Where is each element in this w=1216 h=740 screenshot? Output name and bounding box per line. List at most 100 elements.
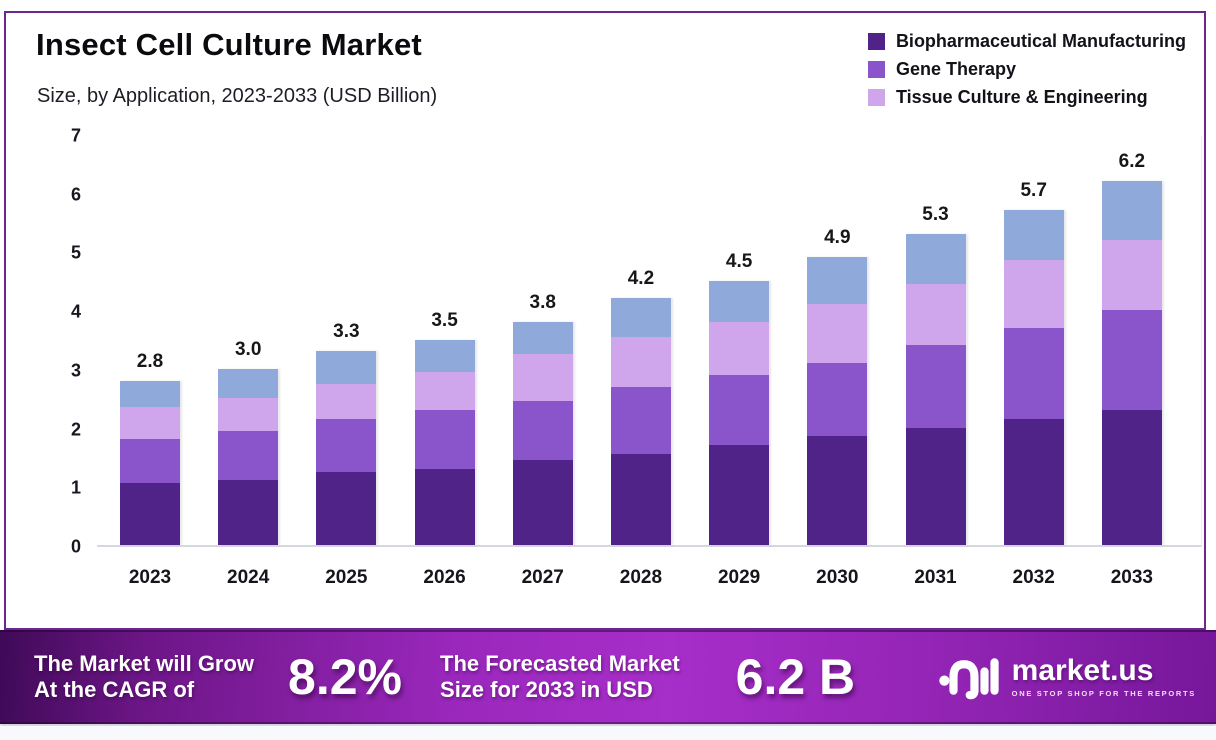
legend-label: Gene Therapy xyxy=(895,59,1016,79)
bar-total-label: 3.0 xyxy=(234,338,262,360)
bar-segment xyxy=(1101,239,1162,311)
bar-stack xyxy=(414,339,475,545)
brand-name: market.us xyxy=(1011,654,1154,687)
stacked-bar-chart: 0 1 2 3 4 5 6 7 2.8 2023 3.0 2024 3.3 2025 3.5 2026 3.8… xyxy=(39,126,1202,588)
bar-segment xyxy=(316,351,377,384)
bar-segment xyxy=(1101,310,1162,410)
bar-segment xyxy=(709,374,770,446)
legend-swatch xyxy=(867,89,885,106)
bar-stack xyxy=(120,380,180,545)
bar-column-2023: 2.8 2023 xyxy=(120,350,180,588)
y-tick-label: 2 xyxy=(70,419,81,440)
bar-column-2031: 5.3 2031 xyxy=(905,203,966,588)
bar-total-label: 4.9 xyxy=(824,227,851,249)
bar-segment xyxy=(807,363,868,437)
bar-segment xyxy=(807,436,868,545)
bar-segment xyxy=(905,345,966,428)
bar-segment xyxy=(1101,410,1162,545)
marketus-logo-icon xyxy=(938,658,999,700)
bar-segment xyxy=(905,233,966,284)
bar-segment xyxy=(610,336,671,387)
bar-total-label: 6.2 xyxy=(1118,151,1146,173)
y-tick-label: 5 xyxy=(70,242,81,263)
bar-segment xyxy=(512,459,573,545)
bar-segment xyxy=(610,298,671,337)
x-axis-label: 2025 xyxy=(325,567,368,588)
forecast-label: The Forecasted Market Size for 2033 in U… xyxy=(440,651,680,704)
bar-segment xyxy=(807,304,868,364)
bar-stack xyxy=(1003,210,1064,545)
bar-segment xyxy=(316,418,377,472)
bar-column-2026: 3.5 2026 xyxy=(414,309,475,588)
plot-area: 2.8 2023 3.0 2024 3.3 2025 3.5 2026 3.8 2027 4.2 20… xyxy=(97,136,1202,588)
bar-total-label: 3.8 xyxy=(529,291,556,313)
legend-item: Gene Therapy xyxy=(867,59,1186,80)
bottom-strip xyxy=(0,726,1216,740)
bar-segment xyxy=(610,454,671,545)
cagr-label-line1: The Market will Grow xyxy=(34,650,255,676)
legend-item: Biopharmaceutical Manufacturing xyxy=(867,31,1186,52)
forecast-label-line2: Size for 2033 in USD xyxy=(440,677,653,702)
y-tick-label: 3 xyxy=(70,360,81,381)
bar-column-2032: 5.7 2032 xyxy=(1003,180,1064,588)
x-axis-label: 2028 xyxy=(619,567,663,588)
bar-segment xyxy=(709,321,770,375)
cagr-label: The Market will Grow At the CAGR of xyxy=(34,651,254,704)
bar-segment xyxy=(316,383,377,419)
chart-card: Insect Cell Culture Market Size, by Appl… xyxy=(4,11,1206,630)
legend-swatch xyxy=(867,61,885,78)
bar-segment xyxy=(414,339,475,372)
cagr-value: 8.2% xyxy=(288,649,403,705)
bar-column-2028: 4.2 2028 xyxy=(610,268,671,588)
x-axis-label: 2033 xyxy=(1110,567,1154,588)
bar-segment xyxy=(414,410,475,469)
x-axis-label: 2023 xyxy=(128,567,172,588)
bar-segment xyxy=(120,407,180,440)
y-tick-label: 0 xyxy=(70,536,81,557)
bar-stack xyxy=(905,233,966,545)
brand: market.us ONE STOP SHOP FOR THE REPORTS xyxy=(938,652,1196,702)
bar-total-label: 5.3 xyxy=(922,203,949,225)
brand-tagline: ONE STOP SHOP FOR THE REPORTS xyxy=(1011,689,1196,698)
bar-stack xyxy=(610,298,671,545)
bar-segment xyxy=(1003,418,1064,545)
bar-segment xyxy=(512,321,573,355)
bar-segment xyxy=(1003,327,1064,419)
bar-total-label: 4.5 xyxy=(725,250,753,272)
bar-segment xyxy=(807,257,868,305)
bar-total-label: 2.8 xyxy=(136,350,164,372)
bar-stack xyxy=(709,280,770,545)
bar-stack xyxy=(316,351,377,545)
cagr-label-line2: At the CAGR of xyxy=(34,677,195,702)
bar-segment xyxy=(414,468,475,545)
forecast-label-line1: The Forecasted Market xyxy=(440,650,680,676)
bar-column-2030: 4.9 2030 xyxy=(807,227,868,588)
bar-segment xyxy=(709,280,770,322)
bar-column-2029: 4.5 2029 xyxy=(709,250,770,588)
bar-total-label: 3.5 xyxy=(431,309,458,331)
x-axis-label: 2032 xyxy=(1012,567,1055,588)
x-axis-label: 2026 xyxy=(423,567,466,588)
footer-banner: The Market will Grow At the CAGR of 8.2%… xyxy=(0,630,1216,724)
legend-label: Biopharmaceutical Manufacturing xyxy=(895,31,1186,51)
y-tick-label: 1 xyxy=(70,477,81,498)
bar-stack xyxy=(1101,181,1162,545)
bar-segment xyxy=(120,483,180,545)
y-tick-label: 4 xyxy=(70,301,81,322)
x-axis-label: 2030 xyxy=(816,567,859,588)
legend-label: Tissue Culture & Engineering xyxy=(895,87,1148,107)
bar-column-2027: 3.8 2027 xyxy=(512,291,573,588)
bar-segment xyxy=(316,471,377,545)
bar-segment xyxy=(218,430,279,481)
bar-segment xyxy=(218,480,279,545)
y-tick-label: 7 xyxy=(70,125,81,146)
bar-segment xyxy=(610,386,671,454)
x-axis-label: 2029 xyxy=(717,567,761,588)
page-subtitle: Size, by Application, 2023-2033 (USD Bil… xyxy=(37,85,438,107)
legend: Biopharmaceutical Manufacturing Gene Ther… xyxy=(867,31,1186,115)
x-axis-label: 2024 xyxy=(227,567,270,588)
legend-item: Tissue Culture & Engineering xyxy=(867,87,1186,108)
x-axis-label: 2027 xyxy=(521,567,564,588)
bar-column-2033: 6.2 2033 xyxy=(1101,151,1162,588)
bar-segment xyxy=(218,368,279,399)
